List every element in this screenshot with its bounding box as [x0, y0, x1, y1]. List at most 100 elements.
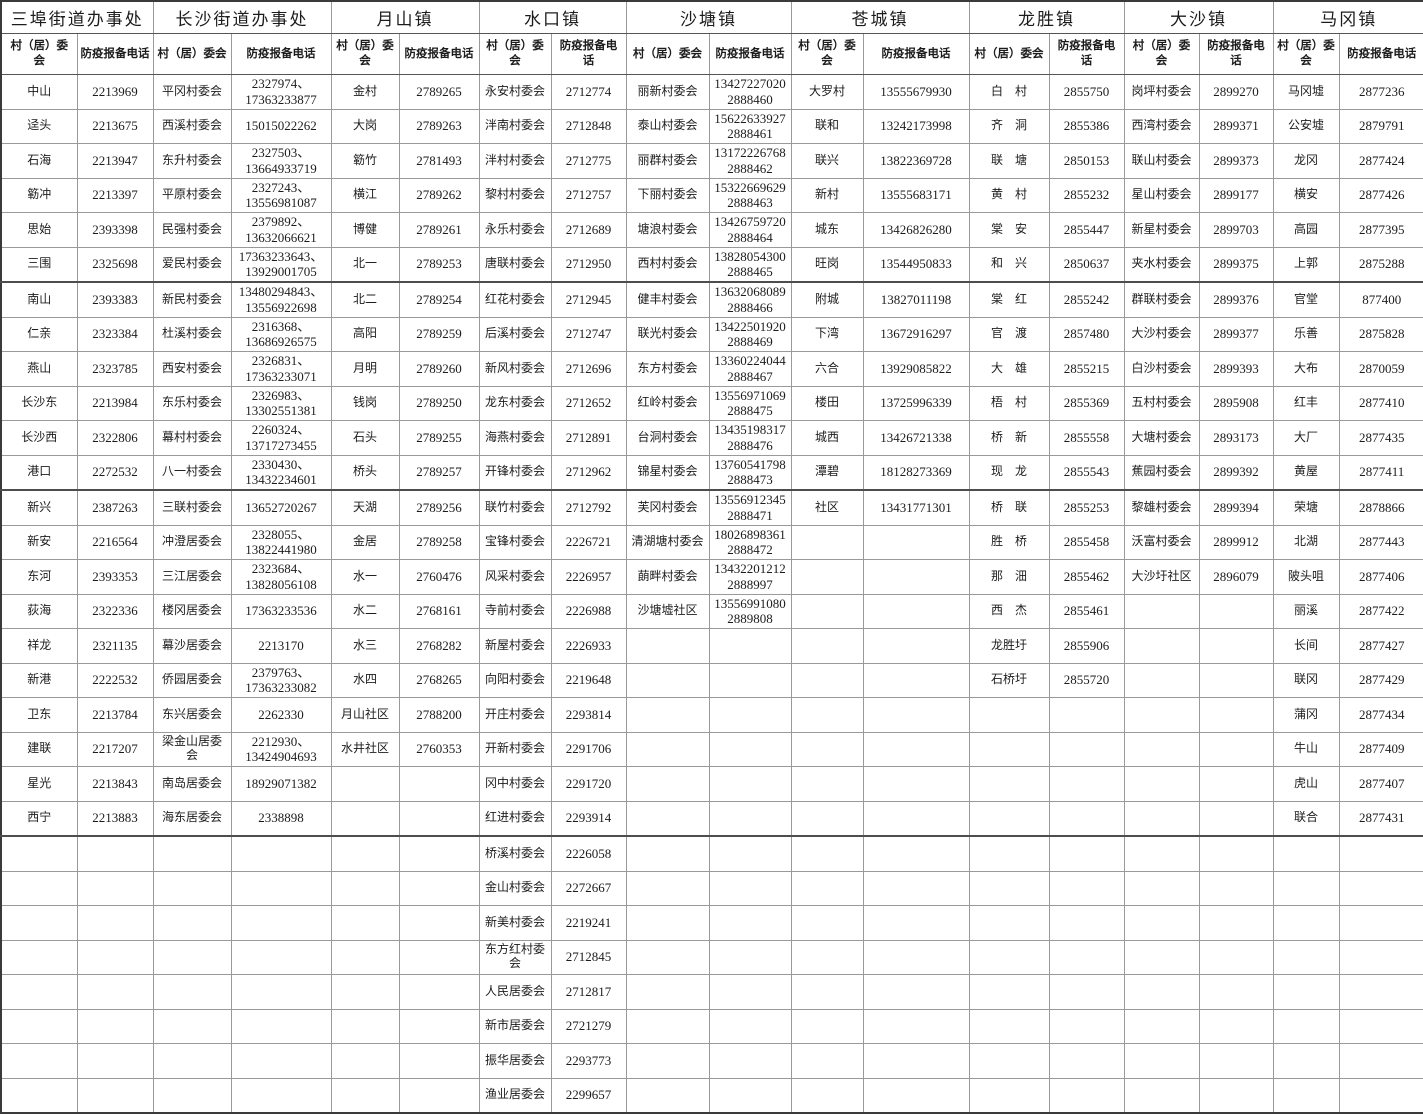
phone-cell: 2899377: [1198, 316, 1274, 352]
village-cell: 下丽村委会: [625, 177, 710, 213]
village-cell: 马冈墟: [1272, 74, 1340, 110]
village-cell: 西安村委会: [152, 351, 232, 387]
village-cell: 联冈: [1272, 662, 1340, 698]
phone-cell: 2212930、 13424904693: [230, 731, 332, 767]
village-cell: [790, 974, 864, 1010]
village-cell: 潭碧: [790, 454, 864, 491]
phone-cell: [76, 870, 154, 906]
village-cell: 丽新村委会: [625, 74, 710, 110]
village-cell: 沃富村委会: [1123, 524, 1200, 560]
phone-cell: 13544950833: [862, 246, 970, 283]
village-cell: 新美村委会: [478, 905, 552, 941]
village-cell: [968, 731, 1050, 767]
phone-cell: 2216564: [76, 524, 154, 560]
village-cell: 平原村委会: [152, 177, 232, 213]
phone-cell: 2855461: [1048, 593, 1125, 629]
village-cell: 沙塘墟社区: [625, 593, 710, 629]
village-cell: [152, 1043, 232, 1079]
phone-cell: 2877427: [1338, 628, 1423, 664]
village-cell: 高园: [1272, 212, 1340, 248]
village-cell: [625, 905, 710, 941]
village-cell: [1123, 974, 1200, 1010]
village-cell: 大岗: [330, 108, 400, 144]
phone-cell: 17363233643、 13929001705: [230, 246, 332, 283]
phone-cell: 13632068089 2888466: [708, 281, 792, 318]
village-cell: 丽溪: [1272, 593, 1340, 629]
phone-cell: 2855232: [1048, 177, 1125, 213]
phone-cell: [708, 974, 792, 1010]
village-cell: [152, 870, 232, 906]
village-cell: 梁金山居委会: [152, 731, 232, 767]
village-cell: 泮南村委会: [478, 108, 552, 144]
phone-cell: [1338, 1008, 1423, 1044]
phone-cell: [1198, 662, 1274, 698]
village-cell: 大沙村委会: [1123, 316, 1200, 352]
phone-cell: 2855447: [1048, 212, 1125, 248]
village-col-header: 村（居）委 会: [0, 33, 78, 75]
village-cell: 仁亲: [0, 316, 78, 352]
group-title: 大沙镇: [1123, 0, 1274, 34]
phone-cell: [76, 1043, 154, 1079]
phone-cell: 2789262: [398, 177, 480, 213]
village-cell: 开锋村委会: [478, 454, 552, 491]
phone-cell: 2789261: [398, 212, 480, 248]
village-cell: 海东居委会: [152, 800, 232, 837]
phone-cell: 2855906: [1048, 628, 1125, 664]
village-cell: 新安: [0, 524, 78, 560]
phone-cell: 13422501920 2888469: [708, 316, 792, 352]
phone-cell: [862, 524, 970, 560]
village-cell: [790, 835, 864, 872]
village-cell: [330, 1043, 400, 1079]
phone-cell: [230, 1008, 332, 1044]
village-cell: 幕沙居委会: [152, 628, 232, 664]
village-cell: 新村: [790, 177, 864, 213]
phone-cell: [862, 628, 970, 664]
phone-cell: 2768265: [398, 662, 480, 698]
village-cell: 西宁: [0, 800, 78, 837]
phone-cell: 2219241: [550, 905, 627, 941]
village-cell: [625, 870, 710, 906]
village-cell: 下湾: [790, 316, 864, 352]
phone-col-header: 防疫报备电话: [862, 33, 970, 75]
phone-cell: 2855750: [1048, 74, 1125, 110]
phone-cell: 2299657: [550, 1077, 627, 1114]
phone-cell: [1048, 939, 1125, 975]
phone-cell: [398, 800, 480, 837]
village-cell: [1272, 870, 1340, 906]
phone-cell: [398, 974, 480, 1010]
phone-cell: 13827011198: [862, 281, 970, 318]
village-cell: 丽群村委会: [625, 143, 710, 179]
village-cell: 东升村委会: [152, 143, 232, 179]
phone-cell: 13556912345 2888471: [708, 489, 792, 526]
village-cell: [1272, 1043, 1340, 1079]
village-cell: 龙冈: [1272, 143, 1340, 179]
phone-cell: 2226957: [550, 559, 627, 595]
phone-cell: [1198, 800, 1274, 837]
phone-cell: 13672916297: [862, 316, 970, 352]
village-cell: [968, 697, 1050, 733]
phone-cell: 2877411: [1338, 454, 1423, 491]
village-cell: [1123, 593, 1200, 629]
village-cell: [625, 1077, 710, 1114]
phone-cell: 2293814: [550, 697, 627, 733]
phone-cell: 2899393: [1198, 351, 1274, 387]
village-cell: 思始: [0, 212, 78, 248]
village-cell: [1272, 905, 1340, 941]
phone-cell: [1198, 1043, 1274, 1079]
phone-cell: [1048, 766, 1125, 802]
village-cell: 大厂: [1272, 420, 1340, 456]
phone-cell: 2379892、 13632066621: [230, 212, 332, 248]
phone-cell: 2899373: [1198, 143, 1274, 179]
phone-cell: 2877431: [1338, 800, 1423, 837]
phone-cell: 2855458: [1048, 524, 1125, 560]
phone-cell: [1198, 766, 1274, 802]
phone-cell: 2760476: [398, 559, 480, 595]
village-cell: 星山村委会: [1123, 177, 1200, 213]
phone-cell: [1198, 939, 1274, 975]
village-cell: 官 渡: [968, 316, 1050, 352]
phone-cell: [398, 1008, 480, 1044]
village-cell: [152, 939, 232, 975]
village-cell: 南岛居委会: [152, 766, 232, 802]
phone-col-header: 防疫报备电 话: [1198, 33, 1274, 75]
phone-col-header: 防疫报备电话: [708, 33, 792, 75]
